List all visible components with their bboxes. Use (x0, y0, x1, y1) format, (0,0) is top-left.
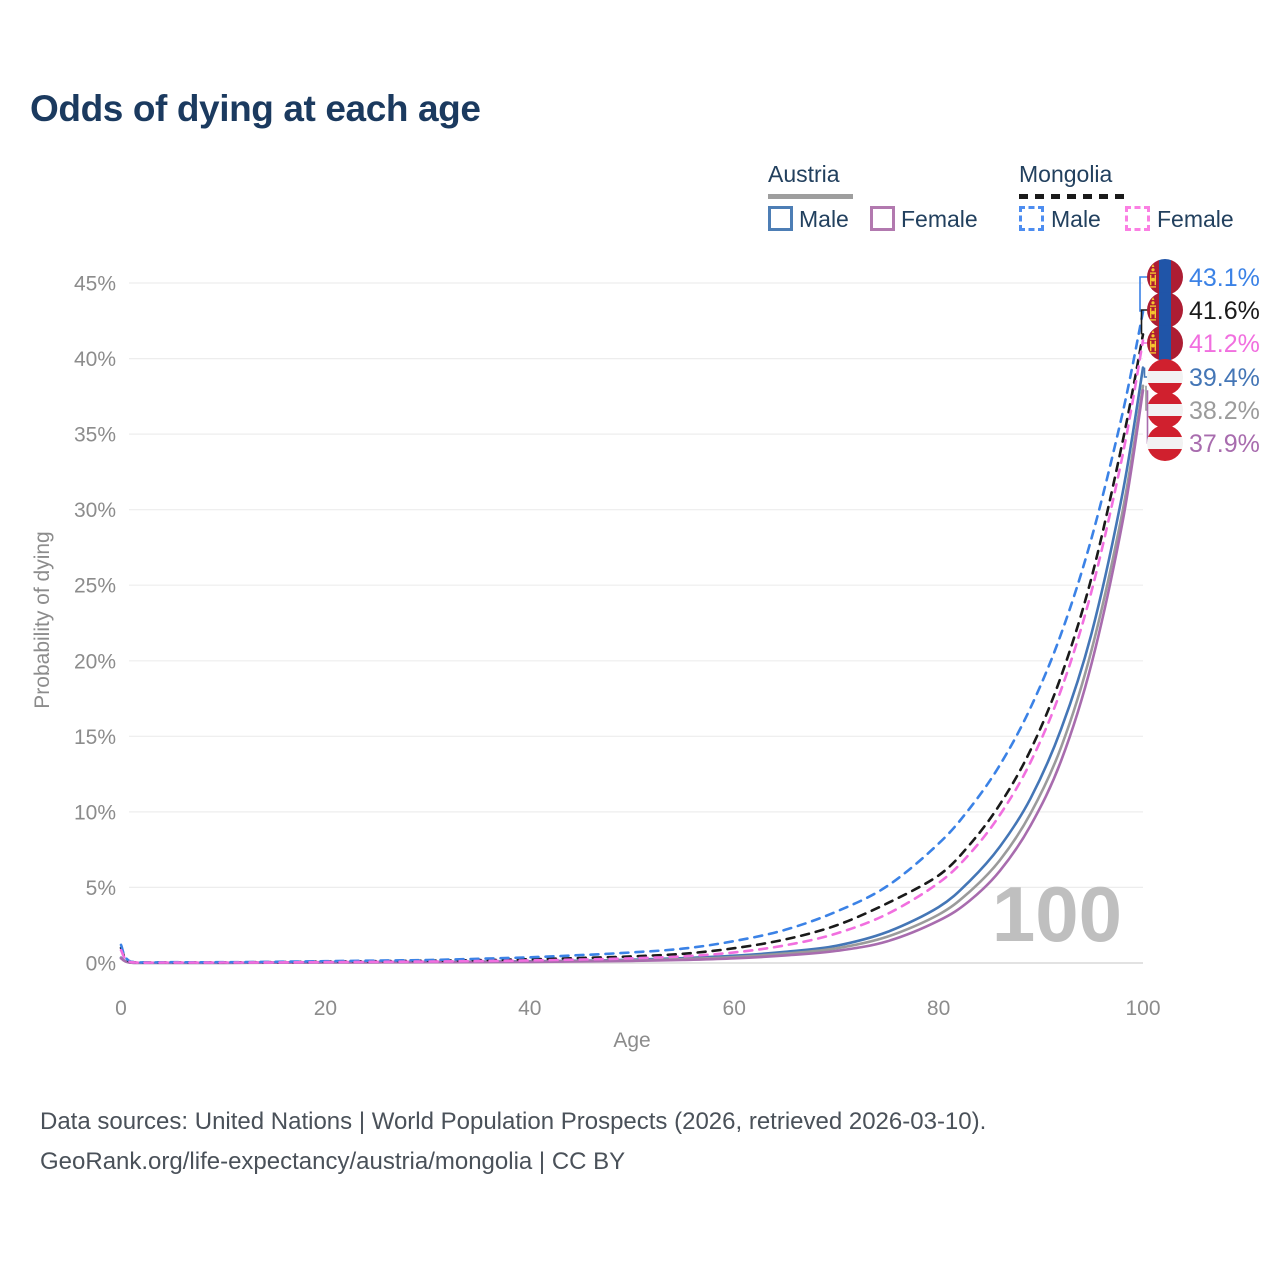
y-tick-label-20: 20% (74, 650, 116, 673)
y-tick-label-15: 15% (74, 726, 116, 749)
leader-line-mongolia-combined (1140, 309, 1149, 335)
footer-sources: Data sources: United Nations | World Pop… (40, 1108, 987, 1135)
legend-label-mongolia-male[interactable]: Male (1051, 206, 1101, 232)
y-tick-label-10: 10% (74, 801, 116, 824)
series-line-austria-combined[interactable] (119, 384, 1145, 965)
austria-flag-icon (1147, 425, 1183, 461)
end-label-austria-combined: 38.2% (1189, 397, 1260, 425)
x-tick-label-60: 60 (723, 997, 746, 1020)
page-title: Odds of dying at each age (30, 88, 481, 129)
x-tick-label-100: 100 (1125, 997, 1160, 1020)
footer-attribution: GeoRank.org/life-expectancy/austria/mong… (40, 1148, 626, 1175)
y-tick-label-35: 35% (74, 424, 116, 447)
series-line-mongolia-female[interactable] (119, 339, 1145, 964)
series-line-mongolia-male[interactable] (119, 310, 1145, 964)
x-tick-label-20: 20 (314, 997, 337, 1020)
x-tick-label-40: 40 (518, 997, 541, 1020)
x-tick-label-80: 80 (927, 997, 950, 1020)
x-tick-label-0: 0 (115, 997, 127, 1020)
y-tick-label-25: 25% (74, 575, 116, 598)
end-label-austria-female: 37.9% (1189, 430, 1260, 458)
leader-line-mongolia-male (1139, 276, 1149, 312)
y-tick-label-40: 40% (74, 348, 116, 371)
legend-country-mongolia[interactable]: Mongolia (1019, 161, 1113, 187)
end-label-austria-male: 39.4% (1189, 364, 1260, 392)
mongolia-flag-icon (1147, 292, 1183, 328)
x-axis-title: Age (613, 1029, 651, 1052)
series-line-mongolia-combined[interactable] (119, 333, 1145, 964)
mongolia-line-style-swatch (1019, 194, 1129, 199)
austria-flag-icon (1147, 392, 1183, 428)
legend-swatch-mongolia-female[interactable] (1125, 206, 1150, 231)
legend-label-austria-female[interactable]: Female (901, 206, 978, 232)
legend-label-austria-male[interactable]: Male (799, 206, 849, 232)
series-line-austria-female[interactable] (119, 389, 1145, 965)
y-tick-label-5: 5% (86, 877, 116, 900)
y-tick-label-30: 30% (74, 499, 116, 522)
age-watermark: 100 (992, 870, 1122, 958)
mongolia-flag-icon (1147, 325, 1183, 361)
legend-swatch-austria-female[interactable] (870, 206, 895, 231)
end-label-mongolia-combined: 41.6% (1189, 297, 1260, 325)
legend-swatch-austria-male[interactable] (768, 206, 793, 231)
legend-label-mongolia-female[interactable]: Female (1157, 206, 1234, 232)
austria-flag-icon (1147, 359, 1183, 395)
y-tick-label-0: 0% (86, 953, 116, 976)
end-label-mongolia-female: 41.2% (1189, 330, 1260, 358)
end-label-mongolia-male: 43.1% (1189, 264, 1260, 292)
y-tick-label-45: 45% (74, 273, 116, 296)
austria-line-style-swatch (768, 194, 853, 199)
legend-country-austria[interactable]: Austria (768, 161, 840, 187)
mongolia-flag-icon (1147, 259, 1183, 295)
legend-swatch-mongolia-male[interactable] (1019, 206, 1044, 231)
